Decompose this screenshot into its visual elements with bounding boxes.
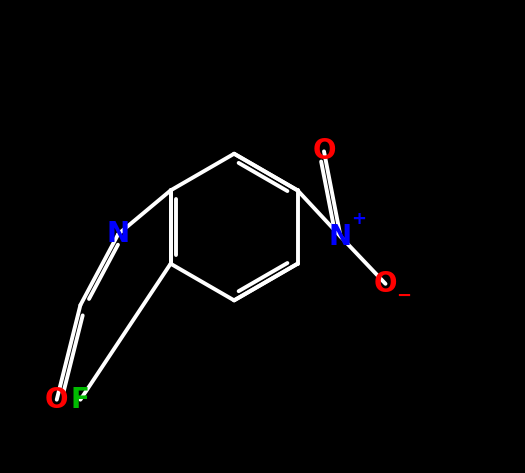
Text: O: O [374,270,397,298]
Text: O: O [312,137,336,166]
Text: N: N [329,222,352,251]
Text: N: N [107,220,130,248]
Text: −: − [396,287,411,305]
Text: O: O [45,385,68,414]
Text: +: + [351,210,366,228]
Text: F: F [71,385,90,414]
